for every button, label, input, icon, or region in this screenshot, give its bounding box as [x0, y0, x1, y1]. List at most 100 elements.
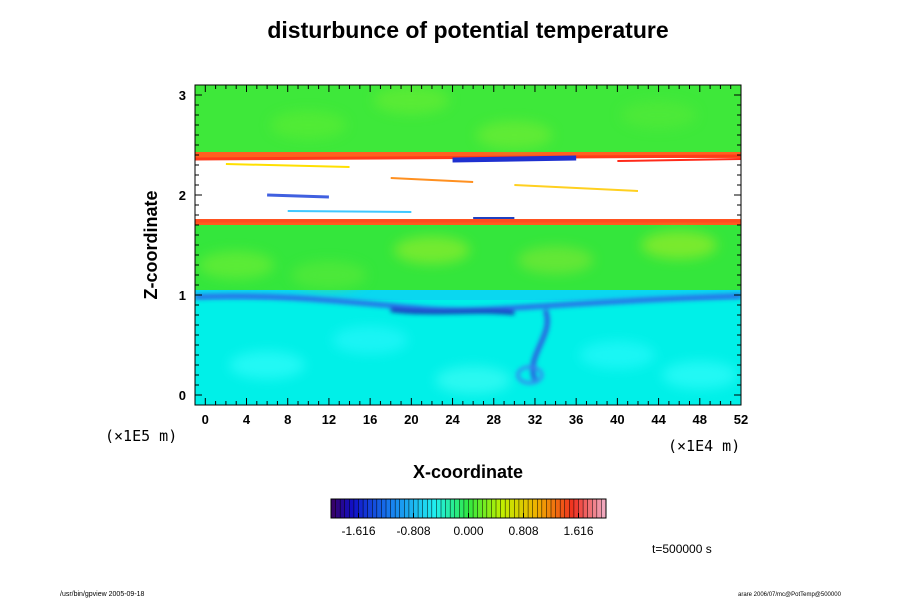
colorbar-cell — [445, 499, 451, 518]
heatmap-layer — [195, 225, 741, 290]
y-tick-label: 2 — [179, 188, 186, 203]
x-tick-label: 24 — [445, 412, 460, 427]
streak — [617, 158, 741, 162]
streak — [390, 177, 474, 183]
blue-filaments — [195, 293, 741, 385]
colorbar-cell — [363, 499, 369, 518]
colorbar-cell — [583, 499, 589, 518]
colorbar-cell — [340, 499, 346, 518]
texture-blob — [641, 231, 718, 259]
colorbar-cell — [408, 499, 414, 518]
colorbar-cell — [514, 499, 520, 518]
y-tick-label: 3 — [179, 88, 186, 103]
x-tick-label: 4 — [243, 412, 251, 427]
texture-blob — [290, 261, 367, 289]
streak — [287, 210, 412, 213]
colorbar-cell — [454, 499, 460, 518]
y-axis-title: Z-coordinate — [141, 190, 161, 299]
colorbar-cell — [592, 499, 598, 518]
colorbar-cell — [468, 499, 474, 518]
texture-blob — [270, 111, 347, 139]
colorbar-cell — [395, 499, 401, 518]
colorbar-cell — [463, 499, 469, 518]
colorbar-cell — [381, 499, 387, 518]
texture-blob — [517, 246, 594, 274]
colorbar-cell — [418, 499, 424, 518]
colorbar-cell — [601, 499, 607, 518]
heatmap-layer — [195, 152, 741, 158]
colorbar-cell — [450, 499, 456, 518]
colorbar-cell — [413, 499, 419, 518]
colorbar-cell — [459, 499, 465, 518]
texture-blob — [373, 86, 450, 114]
filament — [195, 293, 741, 313]
colorbar-cell — [331, 499, 336, 518]
x-tick-label: 32 — [528, 412, 542, 427]
colorbar-cell — [528, 499, 534, 518]
streak — [514, 184, 639, 192]
y-unit-label: (×1E5 m) — [105, 427, 177, 445]
x-tick-label: 20 — [404, 412, 418, 427]
colorbar-cell — [523, 499, 529, 518]
colorbar-cell — [399, 499, 405, 518]
colorbar-cell — [541, 499, 547, 518]
texture-blob — [661, 361, 738, 389]
colorbar-cell — [564, 499, 570, 518]
colorbar-cell — [473, 499, 479, 518]
x-tick-label: 36 — [569, 412, 583, 427]
plume — [530, 309, 550, 381]
colorbar-cell — [367, 499, 373, 518]
texture-blob — [435, 366, 512, 394]
colorbar-cell — [358, 499, 364, 518]
colorbar-cell — [436, 499, 442, 518]
colorbar: -1.616 -0.808 0.000 0.808 1.616 — [330, 498, 607, 538]
colorbar-cell — [386, 499, 391, 518]
colorbar-cell — [587, 499, 593, 518]
plume-eddy — [516, 365, 544, 385]
colorbar-cell — [349, 499, 355, 518]
x-axis: 0 4 8 12 16 20 24 28 32 36 40 44 48 52 — [194, 85, 748, 427]
texture-blob — [198, 251, 275, 279]
x-tick-label: 16 — [363, 412, 377, 427]
texture-blob — [229, 351, 306, 379]
colorbar-cell — [335, 499, 341, 518]
colorbar-cell — [555, 499, 561, 518]
footer-right: arare 2006/07/mc@PotTemp@500000 — [738, 592, 842, 598]
colorbar-cell — [431, 499, 437, 518]
colorbar-cell — [482, 499, 488, 518]
colorbar-cell — [569, 499, 575, 518]
time-annotation: t=500000 s — [652, 542, 712, 556]
x-tick-label: 48 — [693, 412, 707, 427]
colorbar-cell — [505, 499, 511, 518]
texture-blob — [332, 326, 409, 354]
colorbar-cell — [427, 499, 433, 518]
colorbar-cell — [422, 499, 428, 518]
colorbar-tick-label: 0.000 — [453, 524, 483, 538]
colorbar-cell — [491, 499, 497, 518]
heatmap-layer — [195, 158, 741, 219]
streak — [267, 193, 329, 199]
colorbar-cell — [578, 499, 584, 518]
streak — [452, 155, 577, 163]
texture-blob — [579, 341, 656, 369]
colorbar-cell — [404, 499, 410, 518]
colorbar-cell — [537, 499, 543, 518]
colorbar-tick-label: -0.808 — [396, 524, 430, 538]
colorbar-cell — [344, 499, 350, 518]
colorbar-cell — [500, 499, 506, 518]
colorbar-cell — [509, 499, 515, 518]
colorbar-cell — [486, 499, 492, 518]
x-tick-label: 12 — [322, 412, 336, 427]
colorbar-cell — [546, 499, 552, 518]
colorbar-cell — [372, 499, 378, 518]
texture-blob — [476, 121, 553, 149]
x-tick-label: 52 — [734, 412, 748, 427]
colorbar-cell — [573, 499, 579, 518]
x-axis-title: X-coordinate — [413, 462, 523, 482]
colorbar-cell — [390, 499, 396, 518]
colorbar-cell — [596, 499, 602, 518]
colorbar-cell — [551, 499, 556, 518]
y-axis: 0 1 2 3 — [179, 84, 741, 406]
x-tick-label: 44 — [651, 412, 666, 427]
